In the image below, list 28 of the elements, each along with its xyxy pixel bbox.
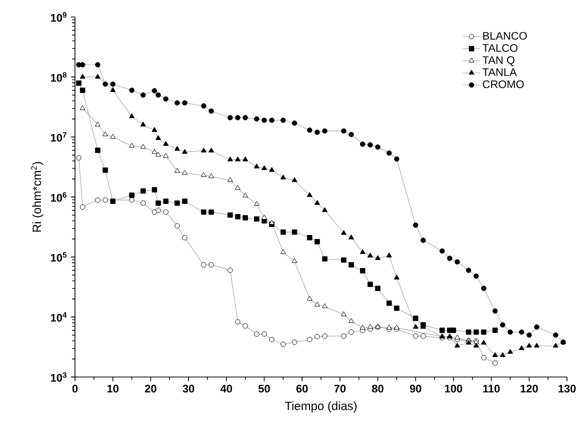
- x-tick-label: 40: [220, 384, 232, 393]
- y-tick-label: 10$^{4}$: [50, 312, 67, 322]
- x-tick-label: 120: [520, 384, 538, 393]
- x-tick-label: 10: [107, 384, 118, 393]
- x-tick-label: 110: [483, 384, 500, 393]
- legend-label: CROMO: [482, 80, 524, 88]
- x-tick-label: 70: [334, 384, 346, 393]
- x-tick-label: 90: [410, 384, 422, 393]
- y-tick-label: 10$^{9}$: [50, 12, 66, 22]
- y-tick-label: 10$^{6}$: [50, 192, 66, 202]
- legend-label: BLANCO: [483, 32, 527, 40]
- x-tick-label: 100: [445, 384, 462, 393]
- y-tick-label: 10$^{3}$: [50, 372, 66, 382]
- x-tick-label: 30: [182, 384, 194, 393]
- x-axis-title: Tiempo (dias): [284, 401, 357, 413]
- legend-label: TAN Q: [482, 56, 514, 66]
- legend-label: TANLA: [482, 68, 517, 76]
- y-tick-label: 10$^{7}$: [50, 132, 66, 142]
- y-tick-label: 10$^{8}$: [50, 72, 67, 82]
- y-axis-title: Ri (ohm*cm$^{2}$): [31, 162, 44, 232]
- x-tick-label: 20: [144, 384, 156, 393]
- legend-label: TALCO: [482, 44, 518, 52]
- x-tick-label: 50: [258, 384, 270, 393]
- x-tick-label: 130: [558, 384, 576, 393]
- x-tick-label: 80: [372, 384, 384, 393]
- x-tick-label: 0: [72, 384, 78, 393]
- y-tick-label: 10$^{5}$: [50, 252, 67, 262]
- x-tick-label: 60: [296, 384, 308, 393]
